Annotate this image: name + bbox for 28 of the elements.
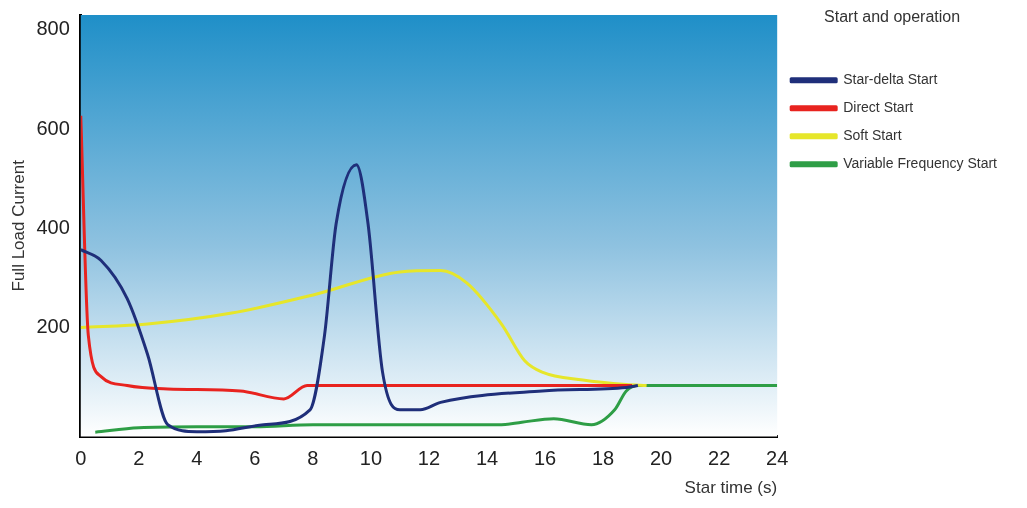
x-tick-label: 2 [133,447,145,470]
line-series [80,268,649,388]
legend-label: Variable Frequency Start [843,155,998,172]
legend-label: Soft Start [843,127,902,144]
x-axis-title: Star time (s) [684,478,778,498]
x-tick-label: 0 [75,447,87,470]
line-series [93,384,778,434]
x-tick-label: 6 [249,447,261,470]
x-tick-label: 12 [417,447,441,470]
y-axis-title: Full Load Current [8,159,28,292]
x-tick-label: 16 [533,447,557,470]
x-tick-label: 18 [591,447,615,470]
x-tick-label: 14 [475,447,499,470]
x-tick-label: 20 [649,447,673,470]
line-series [80,163,640,434]
x-tick-label: 24 [766,447,789,470]
y-tick-label: 800 [36,17,70,40]
y-tick-label: 600 [36,116,70,139]
x-tick-label: 22 [708,447,731,470]
line-series [80,114,634,401]
y-tick-label: 200 [36,315,70,337]
legend-title: Start and operation [824,8,961,26]
y-tick-label: 400 [36,215,70,238]
legend-label: Direct Start [843,99,914,116]
legend-label: Star-delta Start [843,71,938,88]
x-tick-label: 4 [191,447,203,470]
x-tick-label: 8 [307,447,319,470]
x-tick-label: 10 [359,447,383,470]
